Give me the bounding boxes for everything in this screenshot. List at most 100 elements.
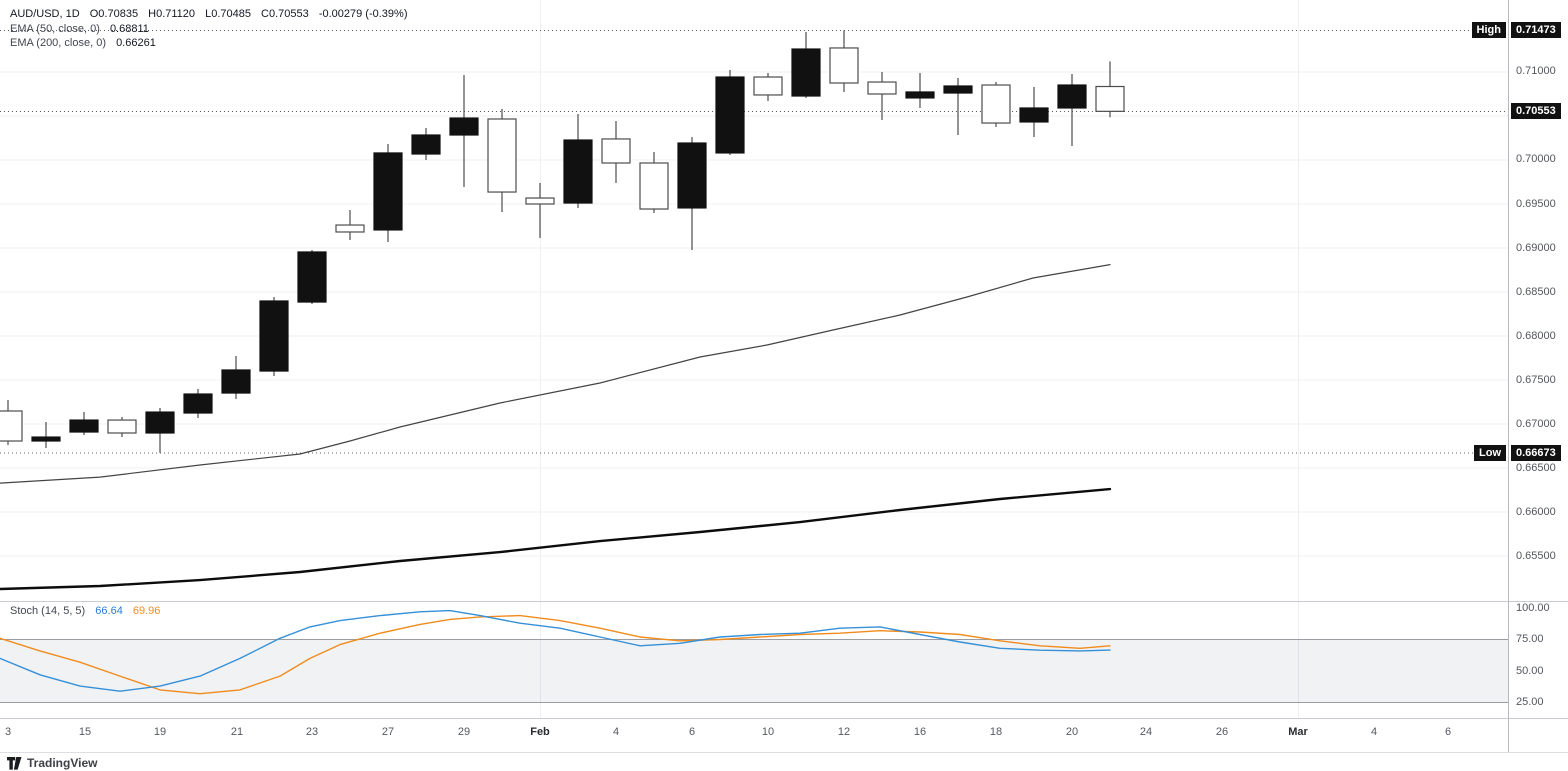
time-axis-label: 29	[457, 726, 471, 738]
price-axis-label: 0.67500	[1516, 373, 1556, 386]
tradingview-logo[interactable]: TradingView	[7, 756, 97, 770]
candle-body	[411, 134, 441, 155]
price-axis-border	[1508, 0, 1509, 752]
high-price-badge: 0.71473	[1511, 22, 1561, 39]
candle-body	[867, 81, 897, 95]
time-axis-label: 6	[688, 726, 696, 738]
price-change: -0.00279 (-0.39%)	[318, 8, 408, 20]
candle-body	[69, 419, 99, 433]
ema50-line	[0, 264, 1111, 484]
price-axis-label: 0.69000	[1516, 241, 1556, 254]
time-axis-label: 3	[4, 726, 12, 738]
stoch-d-line	[0, 614, 1111, 695]
candle-body	[753, 76, 783, 96]
candle-body	[981, 84, 1011, 124]
time-axis-label: Mar	[1288, 726, 1308, 738]
price-axis-label: 0.68500	[1516, 285, 1556, 298]
candle-body	[943, 85, 973, 94]
candle-body	[335, 224, 365, 233]
price-axis-label: 0.68000	[1516, 329, 1556, 342]
time-axis-label: 16	[913, 726, 927, 738]
tradingview-logo-icon	[7, 756, 22, 770]
price-axis-label: 0.70000	[1516, 153, 1556, 166]
high-marker-badge: High	[1471, 22, 1506, 39]
candle-body	[601, 138, 631, 164]
indicator-legend: AUD/USD, 1D O0.70835 H0.71120 L0.70485 C…	[10, 7, 408, 51]
candle-body	[31, 436, 61, 442]
low-marker-badge: Low	[1474, 444, 1506, 461]
ohlc-high: H0.71120	[148, 8, 196, 20]
candle-body	[487, 118, 517, 193]
candle-body	[183, 393, 213, 414]
time-axis-label: Feb	[530, 726, 550, 738]
time-axis-separator	[0, 718, 1568, 719]
ema50-label: EMA (50, close, 0)	[10, 22, 100, 35]
price-axis-label: 0.67000	[1516, 417, 1556, 430]
stoch-axis-label: 50.00	[1516, 664, 1544, 677]
pane-separator[interactable]	[0, 601, 1568, 602]
stoch-axis-label: 100.00	[1516, 601, 1550, 614]
time-axis-label: 18	[989, 726, 1003, 738]
ohlc-close: C0.70553	[261, 8, 309, 20]
stoch-d-value: 69.96	[132, 605, 161, 617]
time-axis-label: 12	[837, 726, 851, 738]
time-axis-label: 24	[1139, 726, 1153, 738]
last-price-badge: 0.70553	[1511, 103, 1561, 120]
candle-body	[677, 142, 707, 209]
candle-body	[449, 117, 479, 136]
price-axis-label: 0.65500	[1516, 549, 1556, 562]
ema200-legend-row[interactable]: EMA (200, close, 0) 0.66261	[10, 36, 408, 51]
time-axis-label: 19	[153, 726, 167, 738]
candle-body	[1019, 107, 1049, 123]
stoch-k-line	[0, 609, 1111, 692]
ema50-value: 0.68811	[109, 22, 149, 35]
candle-body	[373, 152, 403, 231]
candle-body	[1095, 85, 1125, 112]
time-axis-label: 6	[1444, 726, 1452, 738]
candle-body	[297, 251, 327, 303]
time-axis-label: 10	[761, 726, 775, 738]
time-axis-label: 26	[1215, 726, 1229, 738]
chart-canvas[interactable]	[0, 0, 1508, 752]
candle-body	[715, 76, 745, 154]
stoch-k-value: 66.64	[95, 605, 123, 617]
time-axis-label: 21	[230, 726, 244, 738]
time-axis-label: 23	[305, 726, 319, 738]
price-axis-label: 0.66500	[1516, 461, 1556, 474]
price-axis-label: 0.69500	[1516, 197, 1556, 210]
ema200-label: EMA (200, close, 0)	[10, 37, 106, 49]
time-axis-label: 4	[1370, 726, 1378, 738]
candle-body	[525, 197, 555, 205]
ohlc-open: O0.70835	[89, 8, 139, 20]
ema200-line	[0, 487, 1112, 591]
candle-body	[791, 48, 821, 97]
time-axis[interactable]: 3 15 19 21 23 27 29 Feb 4 6 10 12 16 18 20 24 26 Mar 4 6	[0, 719, 1508, 752]
candle-body	[563, 139, 593, 204]
candle-body	[221, 369, 251, 394]
stoch-axis-label: 75.00	[1516, 633, 1544, 646]
time-axis-label: 4	[612, 726, 620, 738]
candle-body	[0, 410, 23, 442]
ohlc-low: L0.70485	[205, 8, 251, 20]
low-price-badge: 0.66673	[1511, 444, 1561, 461]
candle-body	[145, 411, 175, 434]
price-axis[interactable]: 0.71000 0.70000 0.69500 0.69000 0.68500 0.680…	[1509, 0, 1568, 752]
stoch-legend-row[interactable]: Stoch (14, 5, 5) 66.64 69.96	[10, 605, 160, 617]
price-axis-label: 0.66000	[1516, 505, 1556, 518]
tradingview-logo-text: TradingView	[27, 756, 98, 770]
time-axis-label: 27	[381, 726, 395, 738]
symbol-title: AUD/USD, 1D	[10, 8, 80, 20]
time-axis-label: 20	[1065, 726, 1079, 738]
ema200-value: 0.66261	[116, 37, 156, 49]
symbol-legend-row[interactable]: AUD/USD, 1D O0.70835 H0.71120 L0.70485 C…	[10, 7, 408, 22]
time-axis-label: 15	[78, 726, 92, 738]
candle-body	[905, 91, 935, 99]
stoch-band	[0, 639, 1508, 703]
ema50-legend-row[interactable]: EMA (50, close, 0) 0.68811	[10, 22, 408, 37]
candle-body	[259, 300, 289, 372]
candle-body	[107, 419, 137, 434]
price-axis-label: 0.71000	[1516, 65, 1556, 78]
stoch-label: Stoch (14, 5, 5)	[10, 605, 86, 617]
candle-body	[639, 162, 669, 210]
